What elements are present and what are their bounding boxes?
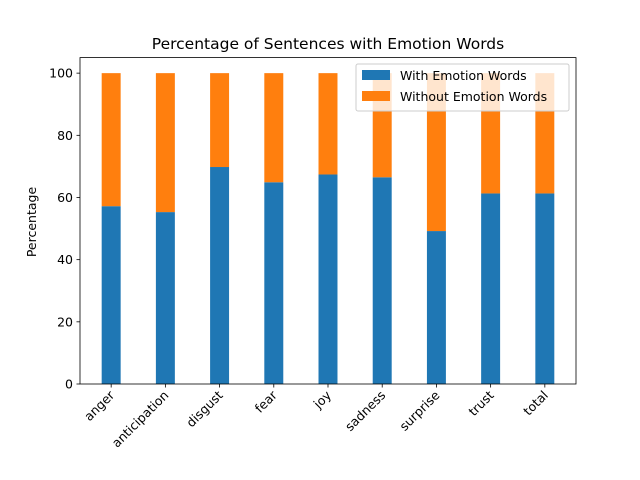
bar-trust-with [481, 193, 501, 384]
y-tick-label: 0 [65, 377, 73, 392]
bar-anticipation-with [155, 212, 175, 384]
bar-anticipation-without [155, 73, 175, 213]
bar-anger-with [101, 206, 121, 384]
bar-joy-with [318, 174, 338, 384]
x-tick-label-trust: trust [465, 387, 496, 418]
bar-disgust-without [210, 73, 230, 168]
bar-surprise-without [426, 73, 446, 232]
bar-sadness-with [372, 177, 392, 384]
x-tick-label-disgust: disgust [183, 387, 226, 430]
y-tick-label: 100 [49, 66, 73, 81]
legend-swatch-with [362, 70, 390, 80]
x-tick-label-anger: anger [81, 387, 118, 424]
bar-joy-without [318, 73, 338, 175]
legend-swatch-without [362, 91, 390, 101]
y-tick-label: 80 [57, 128, 73, 143]
x-tick-label-fear: fear [252, 387, 281, 416]
chart-title: Percentage of Sentences with Emotion Wor… [152, 35, 504, 53]
bar-anger-without [101, 73, 121, 207]
y-tick-label: 40 [57, 252, 73, 267]
bar-fear-with [264, 182, 284, 384]
legend-box [355, 63, 570, 112]
legend-label-without: Without Emotion Words [400, 89, 547, 104]
legend-label-with: With Emotion Words [400, 68, 527, 83]
y-tick-label: 20 [57, 314, 73, 329]
x-tick-label-joy: joy [310, 387, 335, 412]
x-tick-label-sadness: sadness [342, 388, 388, 434]
bar-fear-without [264, 73, 284, 183]
y-axis-label: Percentage [24, 187, 39, 258]
x-tick-label-anticipation: anticipation [109, 388, 172, 451]
legend: With Emotion Words Without Emotion Words [355, 63, 570, 112]
y-tick-label: 60 [57, 190, 73, 205]
bar-disgust-with [210, 167, 230, 384]
x-tick-label-surprise: surprise [396, 387, 442, 433]
bar-total-with [535, 193, 555, 384]
bar-surprise-with [426, 231, 446, 384]
x-tick-label-total: total [520, 388, 551, 419]
